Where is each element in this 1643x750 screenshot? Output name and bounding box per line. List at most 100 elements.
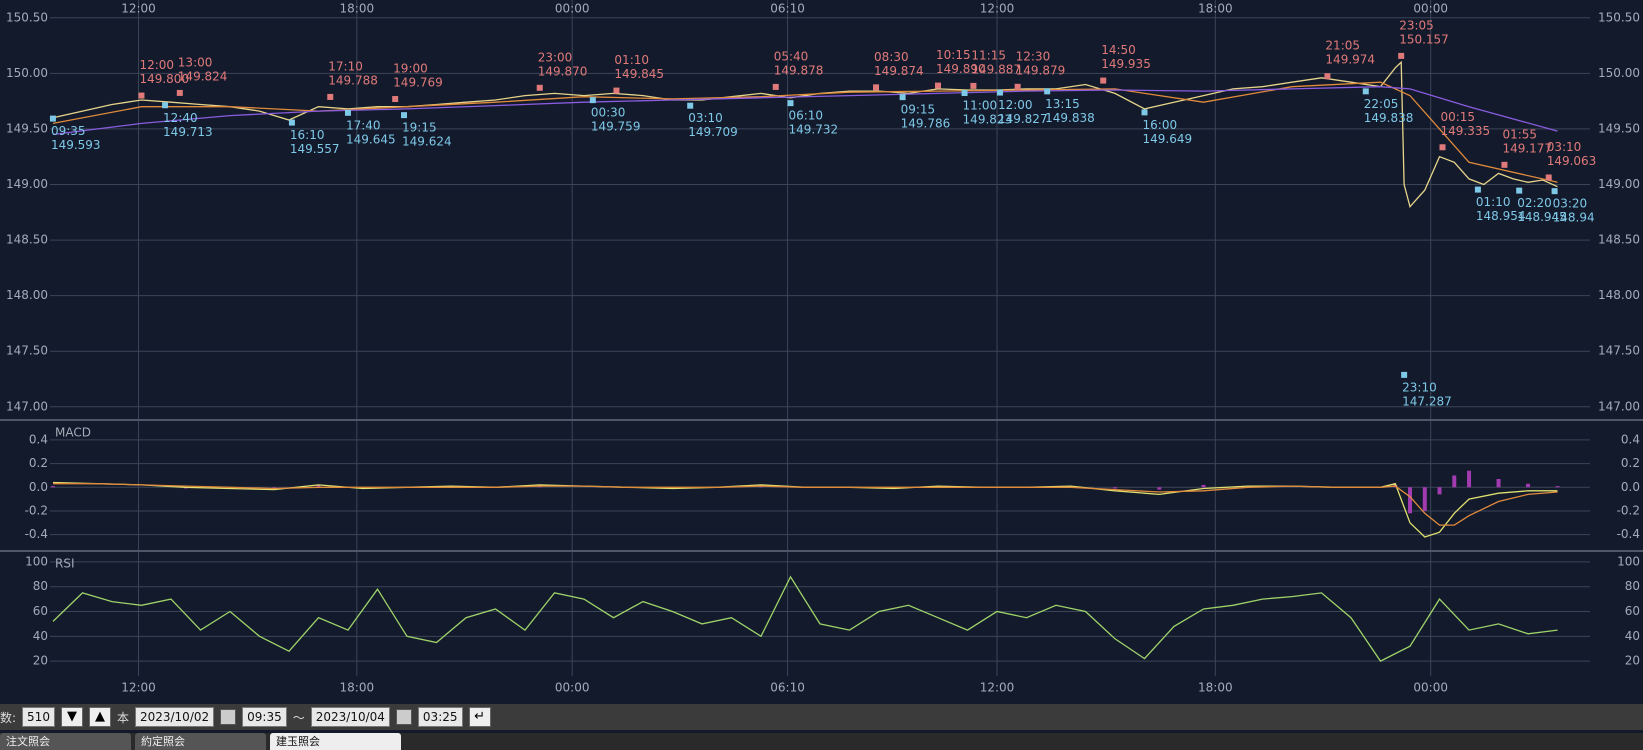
extreme-marker xyxy=(772,83,779,90)
start-date[interactable]: 2023/10/02 xyxy=(134,707,215,727)
extreme-time: 22:05 xyxy=(1364,97,1399,111)
extreme-time: 13:15 xyxy=(1045,97,1080,111)
extreme-price: 149.177 xyxy=(1502,141,1552,155)
y-tick-label: 147.50 xyxy=(1598,344,1640,358)
unit: 本 xyxy=(116,710,129,725)
extreme-price: 149.769 xyxy=(393,76,443,90)
extreme-marker xyxy=(1044,88,1051,95)
end-date[interactable]: 2023/10/04 xyxy=(310,707,390,727)
histogram-bar xyxy=(1555,486,1560,488)
y-tick-label: 0.0 xyxy=(29,480,48,494)
y-tick-label: 148.50 xyxy=(1598,233,1640,247)
extreme-time: 16:10 xyxy=(290,128,325,142)
extreme-time: 17:10 xyxy=(328,59,363,73)
y-tick-label: 80 xyxy=(33,579,48,593)
chart-area: 12:00 18:00 00:00 06:10 12:00 18:00 00:00 147.0… xyxy=(0,0,1643,700)
end-calendar[interactable] xyxy=(395,709,412,725)
start-calendar[interactable] xyxy=(220,709,237,725)
extreme-time: 03:10 xyxy=(688,111,723,125)
tab[interactable]: 約定照会 xyxy=(135,733,266,750)
extreme-price: 149.557 xyxy=(290,142,340,156)
background xyxy=(0,0,1643,700)
extreme-marker xyxy=(1141,109,1148,116)
extreme-marker xyxy=(1474,186,1481,193)
count-down[interactable]: ▼ xyxy=(60,707,83,727)
histogram-bar xyxy=(50,486,55,488)
x-tick-label: 18:00 xyxy=(340,2,375,16)
y-tick-label: -0.2 xyxy=(1617,503,1640,517)
extreme-price: 149.335 xyxy=(1440,124,1490,138)
extreme-marker xyxy=(613,87,620,94)
x-tick-label: 00:00 xyxy=(1413,2,1448,16)
toolbar: 数: 510 ▼ ▲ 本 2023/10/02 09:35 〜 2023/10/… xyxy=(0,704,1643,730)
extreme-time: 05:40 xyxy=(774,49,809,63)
count-up[interactable]: ▲ xyxy=(88,707,111,727)
y-tick-label: 149.00 xyxy=(1598,177,1640,191)
extreme-marker xyxy=(961,90,968,97)
histogram-bar xyxy=(1437,487,1442,495)
extreme-time: 19:15 xyxy=(402,121,437,135)
line xyxy=(52,575,1558,662)
extreme-marker xyxy=(935,82,942,89)
extreme-price: 148.945 xyxy=(1517,210,1567,224)
histogram-bar xyxy=(1526,483,1531,488)
count-select[interactable]: 510 xyxy=(22,707,55,727)
extreme-time: 12:00 xyxy=(139,58,174,72)
tab[interactable]: 建玉照会 xyxy=(270,733,401,750)
extreme-marker xyxy=(1324,73,1331,80)
extreme-time: 12:30 xyxy=(1016,49,1051,63)
histogram-bar xyxy=(1408,487,1413,514)
extreme-marker xyxy=(49,115,56,122)
y-tick-label: -0.4 xyxy=(1617,527,1640,541)
extreme-time: 23:00 xyxy=(538,50,573,64)
extreme-marker xyxy=(176,89,183,96)
extreme-time: 06:10 xyxy=(788,109,823,123)
y-tick-label: 40 xyxy=(1625,629,1640,643)
extreme-time: 16:00 xyxy=(1143,118,1178,132)
y-tick-label: 0.0 xyxy=(1621,480,1640,494)
y-tick-label: 147.50 xyxy=(6,344,48,358)
line xyxy=(53,483,1558,526)
extreme-price: 149.649 xyxy=(1143,132,1193,146)
y-tick-label: 60 xyxy=(33,604,48,618)
extreme-price: 149.827 xyxy=(998,112,1048,126)
tab[interactable]: 注文照会 xyxy=(0,733,131,750)
extreme-marker xyxy=(344,109,351,116)
extreme-marker xyxy=(401,112,408,119)
x-tick-label: 18:00 xyxy=(1198,681,1233,695)
y-tick-label: 20 xyxy=(1625,654,1640,668)
extreme-price: 149.823 xyxy=(963,113,1013,127)
extreme-time: 12:40 xyxy=(163,111,198,125)
y-tick-label: 0.4 xyxy=(1621,432,1640,446)
extreme-price: 149.709 xyxy=(688,125,738,139)
tab-bar: 注文照会 約定照会 建玉照会 xyxy=(0,733,1643,750)
y-tick-label: 0.2 xyxy=(29,456,48,470)
y-tick-label: 150.50 xyxy=(1598,10,1640,24)
x-tick-label: 06:10 xyxy=(770,2,805,16)
y-tick-label: 148.50 xyxy=(6,233,48,247)
y-tick-label: 147.00 xyxy=(6,399,48,413)
extreme-time: 11:15 xyxy=(971,48,1006,62)
histogram-bar xyxy=(1452,475,1457,488)
extreme-marker xyxy=(288,119,295,126)
extreme-time: 10:15 xyxy=(936,48,971,62)
start-time[interactable]: 09:35 xyxy=(242,707,287,727)
x-tick-label: 06:10 xyxy=(770,681,805,695)
extreme-marker xyxy=(1398,52,1405,59)
x-tick-label: 18:00 xyxy=(340,681,375,695)
panel-title: RSI xyxy=(55,557,75,571)
extreme-time: 09:15 xyxy=(901,103,936,117)
apply-button[interactable]: ↵ xyxy=(468,707,491,727)
extreme-time: 01:10 xyxy=(1476,195,1511,209)
extreme-marker xyxy=(687,102,694,109)
histogram-bar xyxy=(1201,484,1206,488)
extreme-marker xyxy=(1545,174,1552,181)
y-tick-label: 80 xyxy=(1625,579,1640,593)
y-tick-label: 0.4 xyxy=(29,432,48,446)
y-tick-label: -0.4 xyxy=(25,527,48,541)
extreme-marker xyxy=(1014,83,1021,90)
extreme-price: 147.287 xyxy=(1402,394,1452,408)
end-time[interactable]: 03:25 xyxy=(417,707,463,727)
extreme-price: 148.94 xyxy=(1553,211,1595,225)
y-tick-label: 149.50 xyxy=(6,121,48,135)
